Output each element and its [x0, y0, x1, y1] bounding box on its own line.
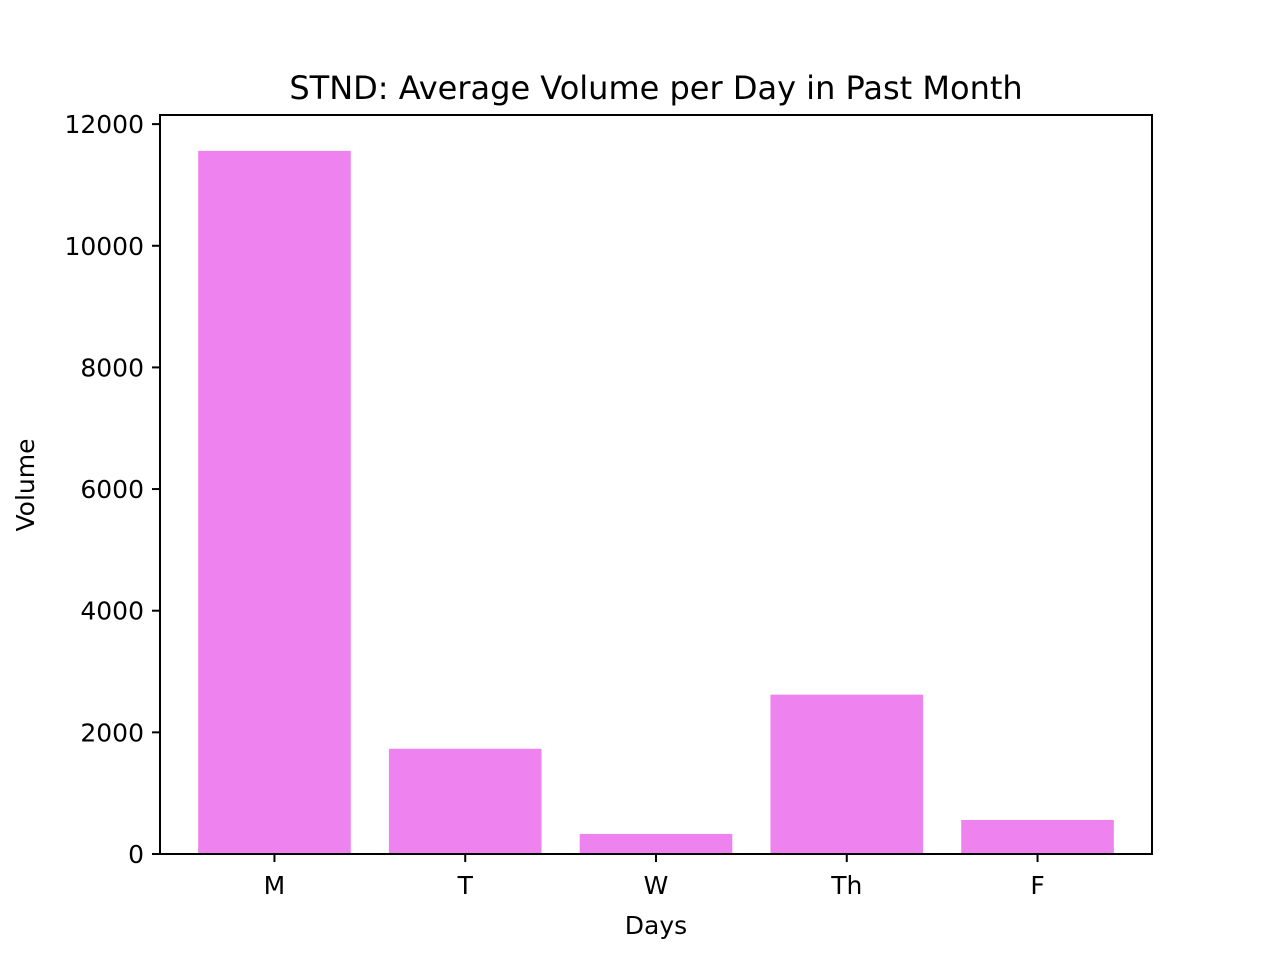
- bars-group: [198, 150, 1114, 854]
- y-tick-label: 12000: [64, 110, 144, 139]
- bar-m: [198, 150, 351, 854]
- bar-w: [579, 833, 733, 854]
- y-tick-label: 8000: [80, 353, 144, 382]
- y-tick-label: 10000: [64, 232, 144, 261]
- y-tick-label: 2000: [80, 718, 144, 747]
- x-tick-label: T: [457, 871, 474, 900]
- x-tick-label: M: [264, 871, 286, 900]
- y-tick-label: 6000: [80, 475, 144, 504]
- x-tick-label: W: [644, 871, 669, 900]
- x-axis: M T W Th F: [264, 854, 1045, 900]
- bar-f: [961, 819, 1114, 854]
- y-axis: 0 2000 4000 6000 8000 10000 12000: [64, 110, 160, 869]
- chart-title: STND: Average Volume per Day in Past Mon…: [289, 69, 1022, 107]
- y-tick-label: 0: [128, 840, 144, 869]
- y-axis-label: Volume: [11, 439, 40, 532]
- bar-t: [388, 748, 542, 854]
- bar-th: [770, 694, 924, 854]
- x-axis-label: Days: [625, 911, 687, 940]
- y-tick-label: 4000: [80, 597, 144, 626]
- x-tick-label: Th: [830, 871, 862, 900]
- x-tick-label: F: [1030, 871, 1044, 900]
